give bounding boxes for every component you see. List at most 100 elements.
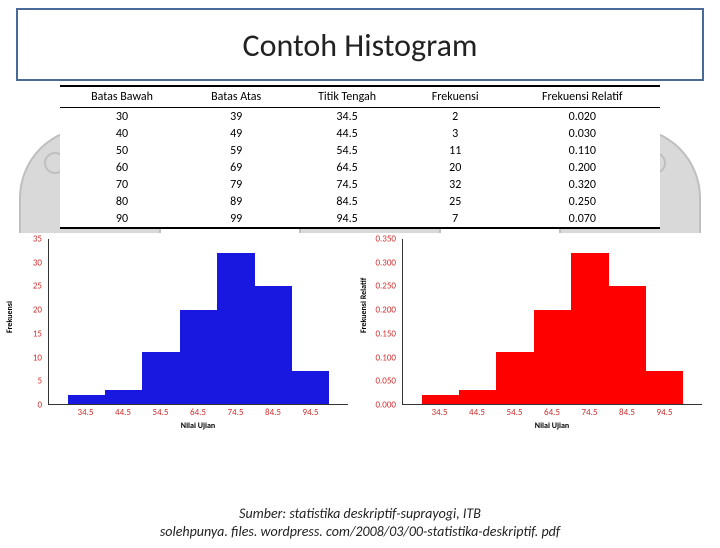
xtick-label: 34.5 [432, 407, 448, 418]
table-cell: 3 [406, 125, 505, 142]
ytick-label: 0.050 [362, 376, 396, 387]
table-cell: 84.5 [288, 193, 405, 210]
histogram-bar [142, 352, 179, 404]
table-cell: 80 [60, 193, 184, 210]
xtick-label: 54.5 [153, 407, 169, 418]
histogram-bar [459, 390, 496, 404]
histogram-bar [180, 310, 217, 404]
xtick-label: 44.5 [115, 407, 131, 418]
table-cell: 7 [406, 210, 505, 227]
ytick-label: 10 [8, 352, 42, 363]
histogram-bar [105, 390, 142, 404]
charts-row: Frekuensi 05101520253035 34.544.554.564.… [8, 233, 712, 433]
frequency-table: Batas BawahBatas AtasTitik TengahFrekuen… [60, 85, 660, 229]
title-box: Contoh Histogram [16, 8, 704, 81]
histogram-relative-frequency: Frekuensi Relatif 0.0000.0500.1000.1500.… [362, 233, 712, 433]
ytick-label: 5 [8, 376, 42, 387]
xtick-label: 94.5 [303, 407, 319, 418]
xtick-label: 84.5 [619, 407, 635, 418]
histogram-bar [609, 286, 646, 404]
table-cell: 90 [60, 210, 184, 227]
xtick-label: 84.5 [265, 407, 281, 418]
histogram-bar [292, 371, 329, 404]
ytick-label: 0.000 [362, 400, 396, 411]
table-header-row: Batas BawahBatas AtasTitik TengahFrekuen… [60, 87, 660, 108]
table-column-header: Batas Bawah [60, 87, 184, 108]
page-title: Contoh Histogram [18, 26, 702, 65]
xtick-label: 64.5 [544, 407, 560, 418]
xtick-label: 34.5 [78, 407, 94, 418]
table-cell: 54.5 [288, 142, 405, 159]
xlabel-left: Nilai Ujian [48, 421, 348, 431]
table-cell: 0.070 [505, 210, 660, 227]
xtick-label: 74.5 [228, 407, 244, 418]
table-cell: 25 [406, 193, 505, 210]
table-column-header: Titik Tengah [288, 87, 405, 108]
xtick-label: 74.5 [582, 407, 598, 418]
table-row: 707974.5320.320 [60, 176, 660, 193]
footer-line-1: Sumber: statistika deskriptif-suprayogi,… [40, 505, 680, 523]
table-cell: 60 [60, 159, 184, 176]
histogram-bar [217, 253, 254, 404]
table-cell: 94.5 [288, 210, 405, 227]
ytick-label: 20 [8, 305, 42, 316]
table-cell: 11 [406, 142, 505, 159]
table-row: 808984.5250.250 [60, 193, 660, 210]
table-cell: 40 [60, 125, 184, 142]
table-cell: 49 [184, 125, 288, 142]
table-cell: 20 [406, 159, 505, 176]
ytick-label: 0.300 [362, 257, 396, 268]
ytick-label: 25 [8, 281, 42, 292]
table-cell: 0.020 [505, 108, 660, 126]
table-column-header: Frekuensi [406, 87, 505, 108]
table-cell: 0.250 [505, 193, 660, 210]
table-cell: 30 [60, 108, 184, 126]
xtick-label: 54.5 [507, 407, 523, 418]
histogram-bar [571, 253, 608, 404]
xtick-label: 44.5 [469, 407, 485, 418]
ytick-label: 15 [8, 328, 42, 339]
table-cell: 70 [60, 176, 184, 193]
table-cell: 79 [184, 176, 288, 193]
ytick-label: 35 [8, 234, 42, 245]
ytick-label: 30 [8, 257, 42, 268]
histogram-bar [534, 310, 571, 404]
xtick-label: 64.5 [190, 407, 206, 418]
table-cell: 0.200 [505, 159, 660, 176]
table-cell: 0.320 [505, 176, 660, 193]
table-cell: 44.5 [288, 125, 405, 142]
source-footer: Sumber: statistika deskriptif-suprayogi,… [40, 505, 680, 540]
ytick-label: 0.150 [362, 328, 396, 339]
histogram-bar [68, 395, 105, 404]
table-row: 303934.520.020 [60, 108, 660, 126]
table-cell: 50 [60, 142, 184, 159]
ytick-label: 0 [8, 400, 42, 411]
table-cell: 2 [406, 108, 505, 126]
table-cell: 32 [406, 176, 505, 193]
ytick-label: 0.350 [362, 234, 396, 245]
table-cell: 0.110 [505, 142, 660, 159]
table-cell: 89 [184, 193, 288, 210]
ytick-label: 0.250 [362, 281, 396, 292]
table-row: 909994.570.070 [60, 210, 660, 227]
ytick-label: 0.100 [362, 352, 396, 363]
xtick-label: 94.5 [657, 407, 673, 418]
table-column-header: Frekuensi Relatif [505, 87, 660, 108]
table-row: 404944.530.030 [60, 125, 660, 142]
table-cell: 64.5 [288, 159, 405, 176]
histogram-bar [255, 286, 292, 404]
table-cell: 0.030 [505, 125, 660, 142]
table-cell: 74.5 [288, 176, 405, 193]
table-cell: 59 [184, 142, 288, 159]
table-cell: 69 [184, 159, 288, 176]
histogram-bar [422, 395, 459, 404]
histogram-bar [646, 371, 683, 404]
table-row: 505954.5110.110 [60, 142, 660, 159]
ytick-label: 0.200 [362, 305, 396, 316]
table-column-header: Batas Atas [184, 87, 288, 108]
histogram-frequency: Frekuensi 05101520253035 34.544.554.564.… [8, 233, 358, 433]
table-cell: 99 [184, 210, 288, 227]
table-cell: 34.5 [288, 108, 405, 126]
xlabel-right: Nilai Ujian [402, 421, 702, 431]
table-row: 606964.5200.200 [60, 159, 660, 176]
